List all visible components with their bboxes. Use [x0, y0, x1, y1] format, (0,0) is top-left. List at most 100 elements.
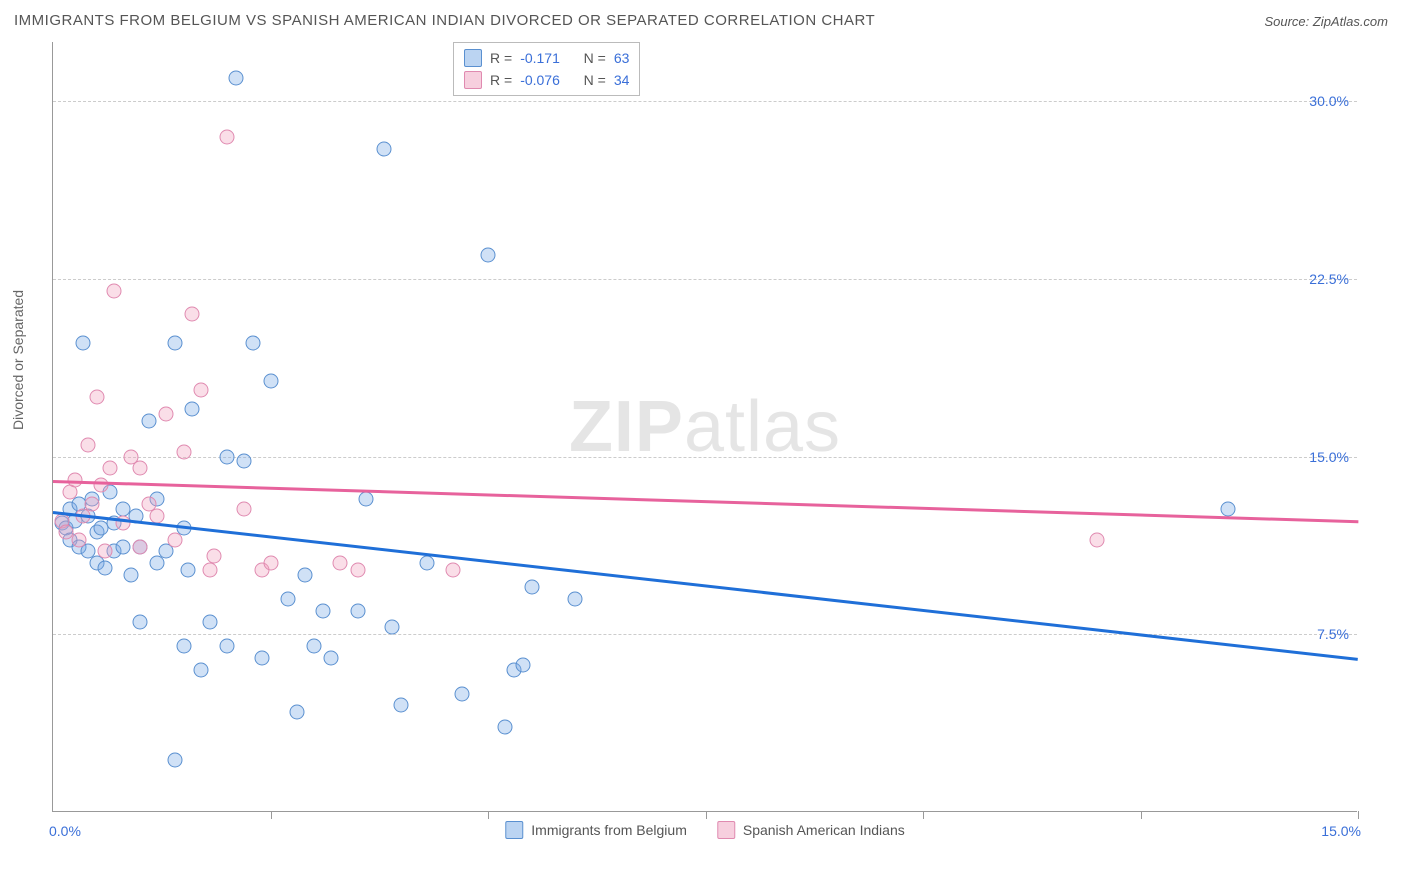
data-point-pink [333, 556, 348, 571]
data-point-blue [115, 539, 130, 554]
data-point-blue [254, 651, 269, 666]
n-value-pink: 34 [614, 72, 630, 88]
y-tick-label: 22.5% [1309, 271, 1349, 287]
r-label: R = [490, 50, 512, 66]
data-point-pink [89, 390, 104, 405]
data-point-blue [193, 662, 208, 677]
data-point-blue [167, 752, 182, 767]
data-point-pink [202, 563, 217, 578]
data-point-pink [350, 563, 365, 578]
source-value: ZipAtlas.com [1313, 14, 1388, 29]
x-axis-min-label: 0.0% [49, 823, 81, 839]
data-point-blue [237, 454, 252, 469]
correlation-legend: R = -0.171 N = 63 R = -0.076 N = 34 [453, 42, 640, 96]
data-point-pink [98, 544, 113, 559]
legend-item-blue: Immigrants from Belgium [505, 821, 687, 839]
data-point-blue [454, 686, 469, 701]
watermark-zip: ZIP [569, 387, 684, 467]
data-point-blue [202, 615, 217, 630]
data-point-blue [228, 70, 243, 85]
data-point-blue [280, 591, 295, 606]
gridline [53, 101, 1357, 102]
data-point-pink [133, 539, 148, 554]
data-point-pink [446, 563, 461, 578]
data-point-pink [176, 444, 191, 459]
data-point-blue [376, 141, 391, 156]
x-tick [271, 811, 272, 819]
series-legend: Immigrants from Belgium Spanish American… [505, 821, 904, 839]
r-value-pink: -0.076 [520, 72, 560, 88]
legend-label-pink: Spanish American Indians [743, 822, 905, 838]
data-point-blue [76, 335, 91, 350]
source-label: Source: ZipAtlas.com [1264, 14, 1388, 29]
data-point-blue [133, 615, 148, 630]
watermark-atlas: atlas [684, 387, 841, 467]
data-point-blue [359, 492, 374, 507]
data-point-blue [220, 449, 235, 464]
swatch-blue-icon [464, 49, 482, 67]
data-point-blue [385, 620, 400, 635]
data-point-blue [420, 556, 435, 571]
data-point-blue [185, 402, 200, 417]
data-point-pink [193, 383, 208, 398]
data-point-blue [167, 335, 182, 350]
n-value-blue: 63 [614, 50, 630, 66]
data-point-blue [394, 698, 409, 713]
data-point-pink [263, 556, 278, 571]
data-point-pink [185, 307, 200, 322]
data-point-blue [263, 373, 278, 388]
swatch-pink-icon [464, 71, 482, 89]
data-point-blue [324, 651, 339, 666]
gridline [53, 279, 1357, 280]
data-point-blue [498, 719, 513, 734]
y-tick-label: 15.0% [1309, 449, 1349, 465]
data-point-blue [515, 658, 530, 673]
data-point-blue [141, 414, 156, 429]
data-point-blue [524, 579, 539, 594]
data-point-pink [102, 461, 117, 476]
data-point-blue [350, 603, 365, 618]
data-point-blue [568, 591, 583, 606]
data-point-blue [315, 603, 330, 618]
legend-row-pink: R = -0.076 N = 34 [464, 69, 629, 91]
data-point-pink [159, 406, 174, 421]
data-point-blue [246, 335, 261, 350]
x-tick [1141, 811, 1142, 819]
data-point-blue [98, 560, 113, 575]
watermark: ZIPatlas [569, 386, 841, 468]
data-point-pink [150, 508, 165, 523]
y-tick-label: 7.5% [1317, 626, 1349, 642]
data-point-pink [237, 501, 252, 516]
chart-title: IMMIGRANTS FROM BELGIUM VS SPANISH AMERI… [14, 12, 875, 29]
swatch-pink-icon [717, 821, 735, 839]
data-point-pink [93, 478, 108, 493]
x-tick [923, 811, 924, 819]
y-axis-label: Divorced or Separated [10, 290, 26, 430]
data-point-blue [298, 568, 313, 583]
data-point-blue [307, 639, 322, 654]
scatter-plot-area: ZIPatlas R = -0.171 N = 63 R = -0.076 N … [52, 42, 1357, 812]
data-point-pink [85, 497, 100, 512]
legend-label-blue: Immigrants from Belgium [531, 822, 687, 838]
data-point-pink [80, 437, 95, 452]
data-point-blue [180, 563, 195, 578]
data-point-pink [1090, 532, 1105, 547]
x-tick [488, 811, 489, 819]
r-value-blue: -0.171 [520, 50, 560, 66]
legend-item-pink: Spanish American Indians [717, 821, 905, 839]
n-label: N = [584, 50, 606, 66]
trend-line-blue [53, 511, 1358, 660]
data-point-blue [1220, 501, 1235, 516]
data-point-pink [167, 532, 182, 547]
n-label: N = [584, 72, 606, 88]
x-axis-max-label: 15.0% [1321, 823, 1361, 839]
legend-row-blue: R = -0.171 N = 63 [464, 47, 629, 69]
x-tick [706, 811, 707, 819]
data-point-blue [289, 705, 304, 720]
data-point-pink [106, 283, 121, 298]
data-point-pink [206, 549, 221, 564]
x-tick [1358, 811, 1359, 819]
data-point-blue [176, 639, 191, 654]
data-point-pink [133, 461, 148, 476]
data-point-blue [124, 568, 139, 583]
